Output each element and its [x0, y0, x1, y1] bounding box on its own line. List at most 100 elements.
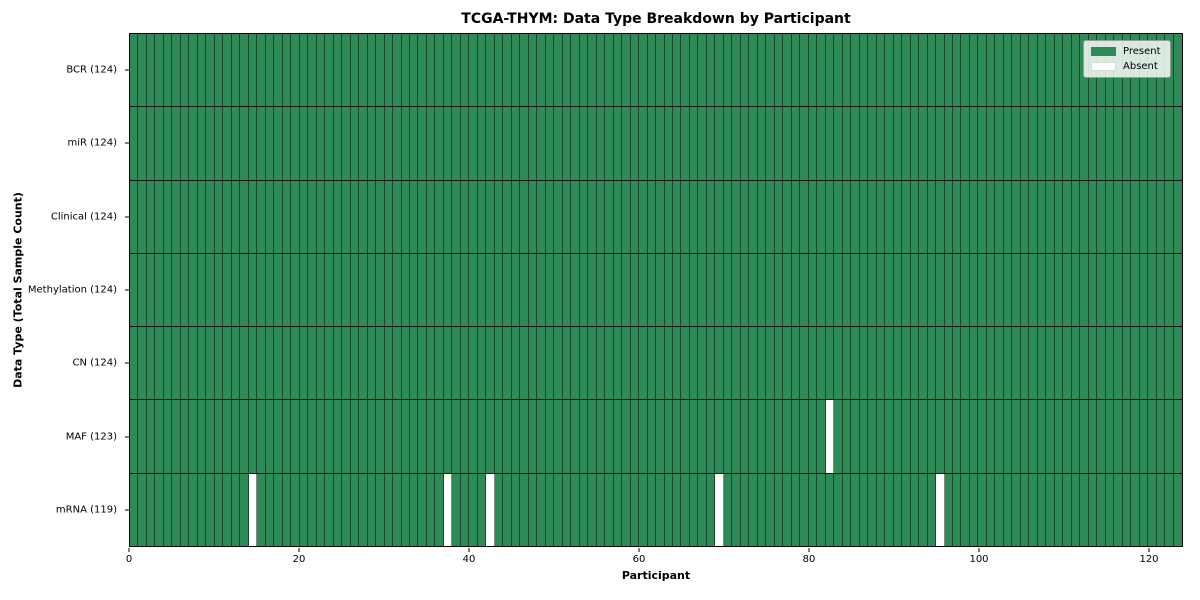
heatmap-cell-present	[240, 180, 249, 253]
heatmap-cell-present	[393, 400, 402, 473]
heatmap-cell-present	[681, 107, 690, 180]
heatmap-cell-present	[1037, 253, 1047, 327]
heatmap-cell-present	[740, 473, 750, 546]
heatmap-cell-present	[231, 34, 241, 107]
heatmap-cell-present	[494, 473, 504, 546]
heatmap-cell-present	[647, 253, 657, 327]
heatmap-cell-present	[647, 180, 657, 253]
heatmap-cell-present	[647, 34, 657, 107]
heatmap-cell-present	[1029, 327, 1038, 400]
heatmap-cell-present	[418, 253, 427, 327]
heatmap-cell-present	[766, 327, 775, 400]
heatmap-cell-present	[180, 107, 190, 180]
heatmap-cell-present	[783, 180, 792, 253]
heatmap-cell-present	[316, 180, 326, 253]
heatmap-cell-present	[817, 253, 826, 327]
heatmap-cell-present	[902, 400, 911, 473]
heatmap-row-clinical	[130, 180, 1182, 254]
heatmap-cell-present	[537, 327, 546, 400]
heatmap-cell-present	[401, 180, 410, 253]
heatmap-cell-present	[138, 34, 147, 107]
heatmap-cell-present	[1003, 34, 1013, 107]
heatmap-cell-present	[596, 400, 606, 473]
y-tick-label: BCR (124)	[66, 64, 117, 76]
heatmap-cell-present	[1037, 400, 1047, 473]
heatmap-cell-present	[138, 473, 147, 546]
heatmap-cell-present	[452, 107, 461, 180]
heatmap-cell-present	[308, 107, 317, 180]
heatmap-cell-present	[588, 107, 597, 180]
heatmap-cell-present	[766, 253, 775, 327]
heatmap-cell-present	[605, 107, 614, 180]
heatmap-cell-present	[579, 400, 589, 473]
heatmap-cell-present	[223, 253, 232, 327]
heatmap-cell-present	[1105, 180, 1115, 253]
heatmap-cell-present	[876, 327, 886, 400]
heatmap-cell-present	[240, 253, 249, 327]
heatmap-cell-present	[910, 327, 920, 400]
heatmap-cell-present	[384, 253, 394, 327]
heatmap-cell-present	[393, 107, 402, 180]
heatmap-cell-present	[486, 180, 495, 253]
heatmap-cell-present	[969, 253, 979, 327]
x-tick-mark	[128, 548, 130, 552]
heatmap-cell-present	[316, 327, 326, 400]
heatmap-cell-present	[299, 327, 309, 400]
heatmap-cell-present	[978, 34, 987, 107]
heatmap-cell-present	[376, 180, 385, 253]
heatmap-cell-present	[706, 253, 716, 327]
heatmap-cell-present	[1122, 253, 1132, 327]
heatmap-cell-present	[715, 180, 724, 253]
heatmap-cell-present	[248, 107, 258, 180]
heatmap-cell-present	[673, 253, 682, 327]
heatmap-cell-present	[520, 253, 529, 327]
heatmap-cell-present	[477, 327, 487, 400]
heatmap-cell-present	[656, 327, 665, 400]
heatmap-cell-present	[851, 473, 860, 546]
heatmap-cell-present	[409, 400, 419, 473]
heatmap-cell-present	[800, 327, 809, 400]
heatmap-cell-present	[299, 400, 309, 473]
heatmap-cell-present	[350, 253, 360, 327]
heatmap-cell-present	[766, 34, 775, 107]
heatmap-cell-present	[681, 34, 690, 107]
heatmap-cell-present	[1088, 253, 1098, 327]
heatmap-cell-present	[554, 107, 563, 180]
heatmap-cell-present	[376, 400, 385, 473]
heatmap-cell-present	[401, 34, 410, 107]
heatmap-cell-present	[1173, 400, 1182, 473]
heatmap-cell-present	[189, 400, 198, 473]
heatmap-row-methylation	[130, 253, 1182, 328]
heatmap-cell-present	[1012, 327, 1021, 400]
heatmap-cell-present	[791, 180, 801, 253]
heatmap-cell-present	[740, 180, 750, 253]
heatmap-cell-present	[1131, 253, 1140, 327]
heatmap-cell-present	[214, 34, 224, 107]
heatmap-cell-present	[460, 473, 470, 546]
heatmap-cell-present	[257, 327, 266, 400]
heatmap-cell-present	[265, 253, 275, 327]
heatmap-cell-present	[571, 180, 580, 253]
heatmap-cell-present	[579, 34, 589, 107]
heatmap-cell-present	[664, 473, 673, 546]
heatmap-cell-present	[1139, 107, 1149, 180]
heatmap-cell-present	[952, 180, 962, 253]
heatmap-cell-present	[808, 327, 818, 400]
heatmap-cell-present	[189, 253, 198, 327]
heatmap-cell-present	[130, 400, 139, 473]
heatmap-cell-present	[605, 253, 614, 327]
heatmap-cell-present	[859, 34, 869, 107]
heatmap-cell-present	[715, 400, 724, 473]
heatmap-cell-present	[477, 107, 487, 180]
heatmap-cell-present	[825, 180, 835, 253]
heatmap-cell-present	[1114, 473, 1123, 546]
heatmap-cell-present	[537, 400, 546, 473]
heatmap-cell-present	[155, 400, 164, 473]
heatmap-cell-present	[223, 327, 232, 400]
heatmap-cell-present	[528, 327, 538, 400]
heatmap-cell-present	[223, 473, 232, 546]
heatmap-cell-present	[172, 473, 181, 546]
heatmap-cell-present	[910, 107, 920, 180]
heatmap-cell-present	[723, 180, 733, 253]
heatmap-cell-present	[537, 107, 546, 180]
